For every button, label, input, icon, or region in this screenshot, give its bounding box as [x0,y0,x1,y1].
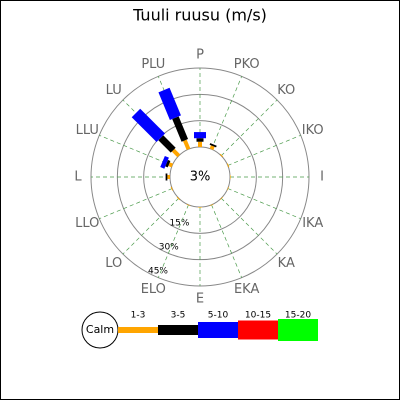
spoke [211,204,243,278]
grid-ring [143,120,257,234]
wind-segment [160,155,169,169]
wind-segment [198,207,202,208]
direction-label: IKO [302,123,324,138]
spoke [211,76,243,150]
spoke [220,99,278,157]
wind-segment [182,139,191,151]
spoke [220,197,278,255]
legend-swatch [198,322,238,338]
wind-segment [158,135,176,153]
wind-segment [131,108,166,143]
wind-segment [165,159,171,168]
direction-label: LU [106,83,122,98]
legend-label: 10-15 [245,311,271,321]
direction-label: KO [277,83,295,98]
legend-label: 15-20 [285,311,311,321]
spoke [122,99,180,157]
direction-label: LO [105,256,122,271]
direction-label: L [74,170,82,185]
wind-segment [168,162,174,168]
wind-segment [226,186,229,191]
legend-label: 3-5 [171,311,186,321]
spoke [227,134,301,166]
direction-label: I [320,170,324,185]
wind-segment [196,138,204,142]
spoke [157,76,189,150]
legend-swatch [278,319,318,341]
r-tick-label: 45% [148,267,168,277]
wind-segment [209,143,217,148]
spoke [99,188,173,220]
direction-label: LLO [75,216,99,231]
legend-swatch [158,325,198,335]
r-tick-label: 15% [169,218,189,228]
direction-label: KA [278,256,295,271]
wind-segment [219,196,223,200]
spoke [227,188,301,220]
wind-segment [176,196,181,201]
wind-segment [230,175,231,179]
direction-label: EKA [234,282,260,297]
wind-segment [198,141,202,147]
direction-label: ELO [141,282,166,297]
chart-title: Tuuli ruusu (m/s) [132,6,267,25]
wind-segment [158,87,181,120]
wind-segment [209,203,214,206]
legend-label: 5-10 [208,311,229,321]
wind-segment [172,116,189,142]
spoke [99,134,173,166]
direction-label: PKO [234,57,260,72]
wind-segment [171,148,181,158]
r-tick-label: 30% [159,243,179,253]
direction-label: E [196,292,204,307]
wind-segment [226,163,230,168]
legend-swatch [118,327,158,333]
calm-label: 3% [190,170,211,185]
legend-calm-label: Calm [86,323,114,336]
spoke [157,204,189,278]
wind-segment [167,175,170,179]
wind-segment [165,173,168,181]
direction-label: PLU [141,57,165,72]
wind-segment [219,153,224,158]
wind-segment [209,145,215,151]
spoke [122,197,180,255]
wind-segment [186,203,191,206]
wind-segment [170,186,174,191]
direction-label: IKA [302,216,323,231]
legend-label: 1-3 [131,311,146,321]
direction-label: LLU [76,123,99,138]
wind-segment [194,132,206,139]
legend-swatch [238,320,278,340]
direction-label: P [196,48,204,63]
